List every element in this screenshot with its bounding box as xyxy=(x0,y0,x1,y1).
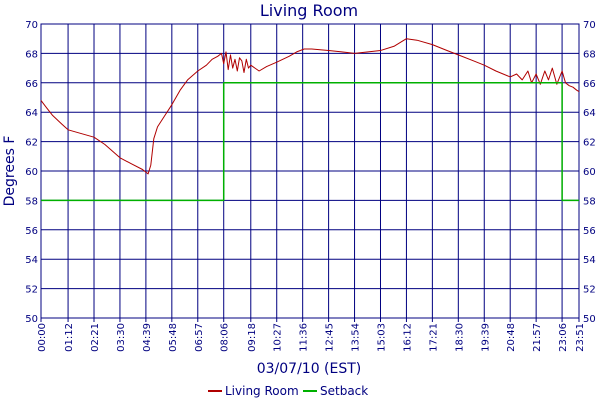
y-axis-label: Degrees F xyxy=(2,136,18,207)
y-tick-label-right: 50 xyxy=(583,314,596,325)
y-tick-label-right: 64 xyxy=(583,108,596,119)
y-tick-label-left: 50 xyxy=(25,314,38,325)
x-tick-label: 17:21 xyxy=(428,323,439,352)
x-tick-label: 12:45 xyxy=(325,323,336,352)
x-tick-label: 10:27 xyxy=(273,323,284,352)
x-tick-label: 21:57 xyxy=(532,323,543,352)
x-tick-label: 13:54 xyxy=(351,323,362,352)
legend-label-setback: Setback xyxy=(320,384,368,398)
series-line-setback xyxy=(41,82,579,202)
y-tick-label-left: 54 xyxy=(25,255,38,266)
x-tick-label: 11:36 xyxy=(299,323,310,352)
y-axis-right: 50 52 54 56 58 60 62 64 66 68 70 xyxy=(583,20,596,325)
y-tick-label-left: 62 xyxy=(25,138,38,149)
x-tick-label: 08:06 xyxy=(220,323,231,352)
y-tick-label-right: 52 xyxy=(583,285,596,296)
y-tick-label-left: 66 xyxy=(25,79,38,90)
y-tick-label-left: 64 xyxy=(25,108,38,119)
x-tick-label: 16:12 xyxy=(402,323,413,352)
y-tick-label-right: 70 xyxy=(583,20,596,31)
y-tick-label-left: 56 xyxy=(25,226,38,237)
x-tick-label: 03:30 xyxy=(116,323,127,352)
y-tick-label-left: 68 xyxy=(25,49,38,60)
y-tick-label-right: 62 xyxy=(583,138,596,149)
x-axis: 00:00 01:12 02:21 03:30 04:39 05:48 06:57 08:06… xyxy=(37,318,586,352)
x-tick-label: 01:12 xyxy=(64,323,75,352)
series-line-living-room xyxy=(40,38,580,175)
plot-frame xyxy=(40,23,580,319)
y-tick-label-right: 66 xyxy=(583,79,596,90)
y-tick-label-left: 58 xyxy=(25,196,38,207)
y-tick-label-left: 60 xyxy=(25,167,38,178)
x-tick-label: 00:00 xyxy=(37,323,48,352)
series-layer xyxy=(40,38,580,202)
x-tick-label: 02:21 xyxy=(90,323,101,352)
legend-label-living-room: Living Room xyxy=(225,384,299,398)
x-tick-label: 23:51 xyxy=(575,323,586,352)
x-tick-label: 20:48 xyxy=(506,323,517,352)
x-axis-label: 03/07/10 (EST) xyxy=(257,361,362,377)
y-tick-label-right: 68 xyxy=(583,49,596,60)
y-tick-label-right: 54 xyxy=(583,255,596,266)
y-tick-label-right: 60 xyxy=(583,167,596,178)
x-tick-label: 19:39 xyxy=(480,323,491,352)
y-tick-label-left: 52 xyxy=(25,285,38,296)
x-tick-label: 15:03 xyxy=(376,323,387,352)
y-tick-label-left: 70 xyxy=(25,20,38,31)
y-tick-label-right: 58 xyxy=(583,196,596,207)
x-tick-label: 23:06 xyxy=(558,323,569,352)
x-tick-label: 04:39 xyxy=(142,323,153,352)
y-axis-left: 50 52 54 56 58 60 62 64 66 68 70 xyxy=(25,20,38,325)
grid xyxy=(40,23,580,319)
y-tick-label-right: 56 xyxy=(583,226,596,237)
x-tick-label: 09:18 xyxy=(247,323,258,352)
x-tick-label: 06:57 xyxy=(194,323,205,352)
x-tick-label: 18:30 xyxy=(454,323,465,352)
x-tick-label: 05:48 xyxy=(168,323,179,352)
chart-title: Living Room xyxy=(260,1,358,20)
legend: Living Room Setback xyxy=(208,384,368,398)
